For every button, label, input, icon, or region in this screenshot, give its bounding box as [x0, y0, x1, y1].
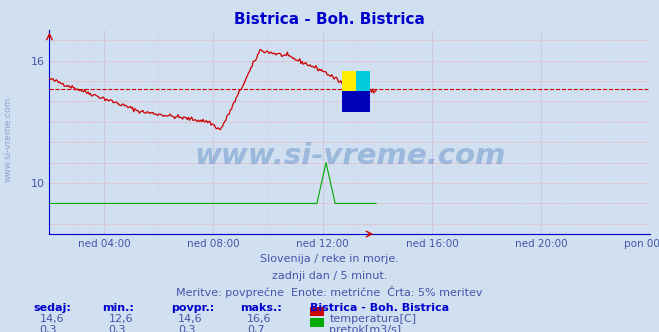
Text: 0,7: 0,7	[247, 325, 265, 332]
Text: www.si-vreme.com: www.si-vreme.com	[194, 142, 505, 170]
Text: temperatura[C]: temperatura[C]	[330, 314, 416, 324]
Text: pretok[m3/s]: pretok[m3/s]	[330, 325, 401, 332]
Text: maks.:: maks.:	[241, 303, 282, 313]
Text: sedaj:: sedaj:	[33, 303, 71, 313]
Text: Slovenija / reke in morje.: Slovenija / reke in morje.	[260, 254, 399, 264]
Text: Bistrica - Boh. Bistrica: Bistrica - Boh. Bistrica	[234, 12, 425, 27]
Text: 12,6: 12,6	[109, 314, 133, 324]
Text: 0,3: 0,3	[109, 325, 127, 332]
Text: 0,3: 0,3	[40, 325, 57, 332]
Text: 14,6: 14,6	[40, 314, 64, 324]
Text: www.si-vreme.com: www.si-vreme.com	[4, 97, 13, 182]
Text: 16,6: 16,6	[247, 314, 272, 324]
Text: Bistrica - Boh. Bistrica: Bistrica - Boh. Bistrica	[310, 303, 449, 313]
Text: 0,3: 0,3	[178, 325, 196, 332]
Text: povpr.:: povpr.:	[171, 303, 215, 313]
Text: Meritve: povprečne  Enote: metrične  Črta: 5% meritev: Meritve: povprečne Enote: metrične Črta:…	[176, 286, 483, 298]
Text: 14,6: 14,6	[178, 314, 202, 324]
Text: zadnji dan / 5 minut.: zadnji dan / 5 minut.	[272, 271, 387, 281]
Text: min.:: min.:	[102, 303, 134, 313]
